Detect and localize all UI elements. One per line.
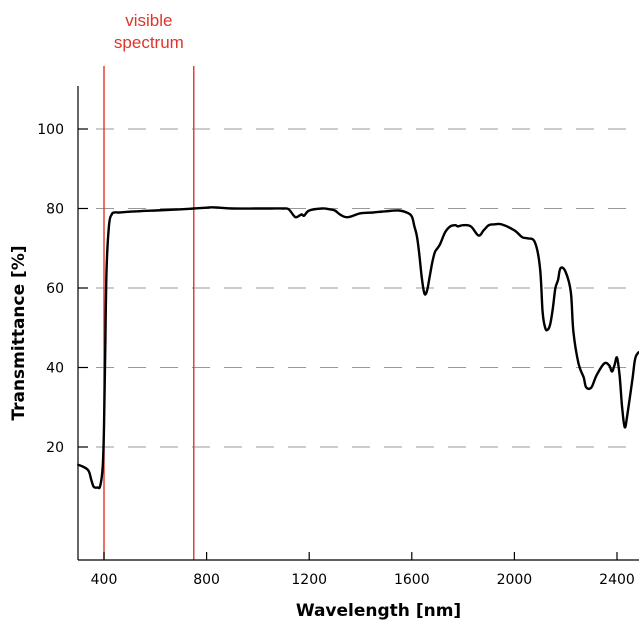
x-tick-label: 2000 — [497, 572, 533, 588]
x-axis-title: Wavelength [nm] — [296, 601, 461, 621]
ticks-layer: 20 40 60 80 100 400 800 1200 1600 2000 2400 — [37, 122, 635, 588]
visible-spectrum-label-line: spectrum — [114, 33, 184, 52]
x-tick-label: 1200 — [291, 572, 327, 588]
series-layer — [77, 206, 639, 490]
grid-layer — [96, 128, 639, 448]
visible-spectrum-label-line: visible — [125, 11, 172, 30]
transmittance-series-line — [77, 206, 639, 490]
axis-labels: Wavelength [nm] Transmittance [%] — [9, 245, 461, 621]
y-tick-label: 80 — [46, 202, 64, 218]
x-tick-label: 800 — [193, 572, 220, 588]
y-tick-label: 60 — [46, 281, 64, 297]
axes-layer — [77, 86, 639, 561]
x-tick-label: 400 — [91, 572, 118, 588]
x-tick-label: 2400 — [599, 572, 635, 588]
y-tick-label: 40 — [46, 361, 64, 377]
y-tick-label: 100 — [37, 122, 64, 138]
visible-spectrum-annotation: visible spectrum — [103, 11, 195, 560]
y-tick-label: 20 — [46, 440, 64, 456]
x-tick-label: 1600 — [394, 572, 430, 588]
y-axis-title: Transmittance [%] — [9, 245, 29, 420]
